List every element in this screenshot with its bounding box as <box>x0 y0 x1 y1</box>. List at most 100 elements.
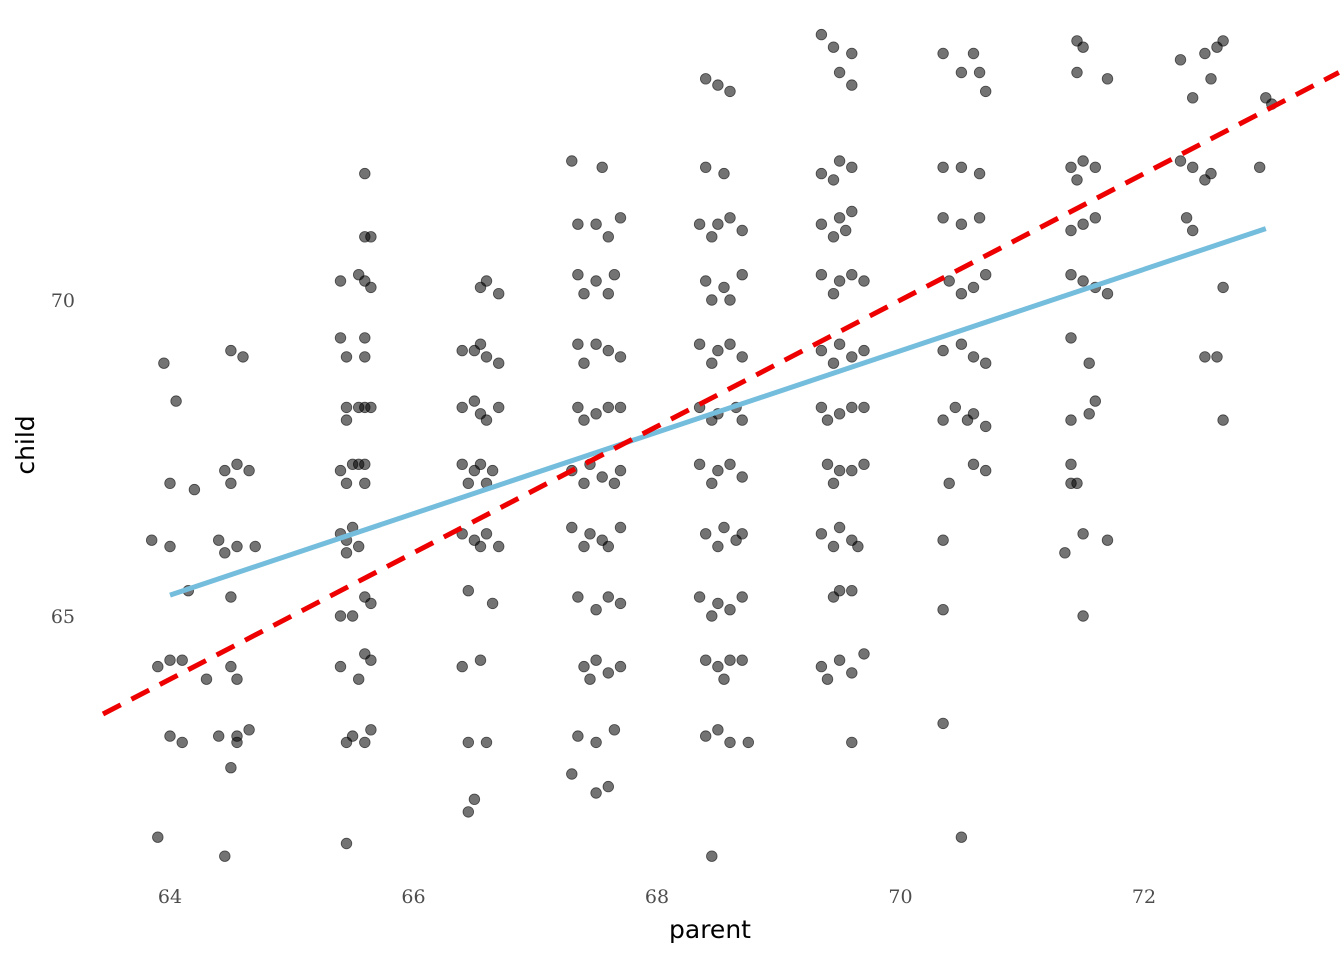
identity-line <box>101 70 1340 717</box>
data-point <box>1065 332 1077 344</box>
data-point <box>949 401 962 414</box>
data-point <box>590 604 602 616</box>
data-point <box>833 585 846 597</box>
data-point <box>1065 414 1077 426</box>
data-point <box>602 344 615 357</box>
data-point <box>602 288 615 300</box>
data-point <box>718 673 730 685</box>
data-point <box>572 401 584 414</box>
data-point <box>815 344 828 357</box>
x-tick-label: 68 <box>645 886 669 908</box>
data-point <box>578 288 590 300</box>
data-point <box>858 648 870 660</box>
data-point <box>706 357 718 369</box>
data-point <box>846 585 858 597</box>
data-point <box>821 458 834 471</box>
data-point <box>608 724 621 736</box>
data-point <box>1186 92 1199 104</box>
data-point <box>614 212 627 224</box>
data-point <box>937 604 949 616</box>
data-point <box>474 458 487 471</box>
data-point <box>700 654 712 666</box>
data-point <box>1077 275 1089 287</box>
data-point <box>590 736 602 749</box>
data-point <box>967 351 980 363</box>
data-point <box>462 806 475 818</box>
data-point <box>200 673 213 685</box>
data-point <box>833 521 846 534</box>
data-point <box>937 534 949 546</box>
data-point <box>1089 395 1102 407</box>
data-point <box>1077 218 1089 230</box>
data-point <box>967 408 980 420</box>
data-point <box>340 351 353 363</box>
data-point <box>1059 547 1071 559</box>
data-point <box>212 730 225 742</box>
data-point <box>486 597 499 610</box>
data-point <box>815 401 828 414</box>
data-point <box>967 47 980 60</box>
data-point <box>1186 224 1199 237</box>
data-point <box>602 231 615 243</box>
data-point <box>1174 155 1187 167</box>
data-point <box>955 66 968 79</box>
data-point <box>359 477 371 490</box>
data-point <box>584 528 596 540</box>
data-point <box>815 660 828 673</box>
data-point <box>145 534 158 546</box>
data-point <box>340 414 353 426</box>
data-point <box>955 338 968 350</box>
data-point <box>493 288 505 300</box>
data-point <box>973 66 986 79</box>
data-point <box>693 338 706 350</box>
data-point <box>840 224 852 237</box>
y-axis-title: child <box>11 415 40 474</box>
data-point <box>724 654 736 666</box>
data-point <box>980 357 992 369</box>
data-point <box>614 660 627 673</box>
data-point <box>858 275 870 287</box>
x-axis-title: parent <box>669 915 751 944</box>
data-point <box>833 155 846 167</box>
data-point <box>614 351 627 363</box>
data-point <box>736 654 748 666</box>
data-point <box>1077 610 1089 622</box>
data-point <box>219 464 231 477</box>
data-point <box>706 294 718 306</box>
data-point <box>334 332 347 344</box>
data-point <box>164 730 176 742</box>
data-point <box>973 212 986 224</box>
data-point <box>590 218 602 230</box>
data-point <box>365 597 377 610</box>
data-point <box>359 458 371 471</box>
data-point <box>572 218 584 230</box>
data-point <box>596 471 608 483</box>
data-point <box>164 477 176 490</box>
data-point <box>456 660 468 673</box>
data-point <box>578 660 590 673</box>
data-point <box>712 344 724 357</box>
data-point <box>943 477 955 490</box>
data-point <box>219 850 231 862</box>
data-point <box>474 654 487 666</box>
data-point <box>1077 155 1089 167</box>
data-point <box>474 338 487 350</box>
data-point <box>578 414 590 426</box>
data-point <box>578 477 590 490</box>
data-point <box>456 344 468 357</box>
data-point <box>1071 174 1083 186</box>
data-point <box>176 654 188 666</box>
data-point <box>1101 73 1114 85</box>
data-point <box>858 401 870 414</box>
x-tick-label: 70 <box>888 886 912 908</box>
data-point <box>815 167 828 180</box>
data-point <box>152 660 164 673</box>
data-point <box>980 420 992 433</box>
data-point <box>736 591 748 603</box>
x-tick-label: 66 <box>401 886 425 908</box>
data-point <box>1101 288 1114 300</box>
data-point <box>188 483 201 496</box>
data-point <box>158 357 170 369</box>
data-point <box>1217 35 1229 47</box>
data-point <box>712 540 724 553</box>
